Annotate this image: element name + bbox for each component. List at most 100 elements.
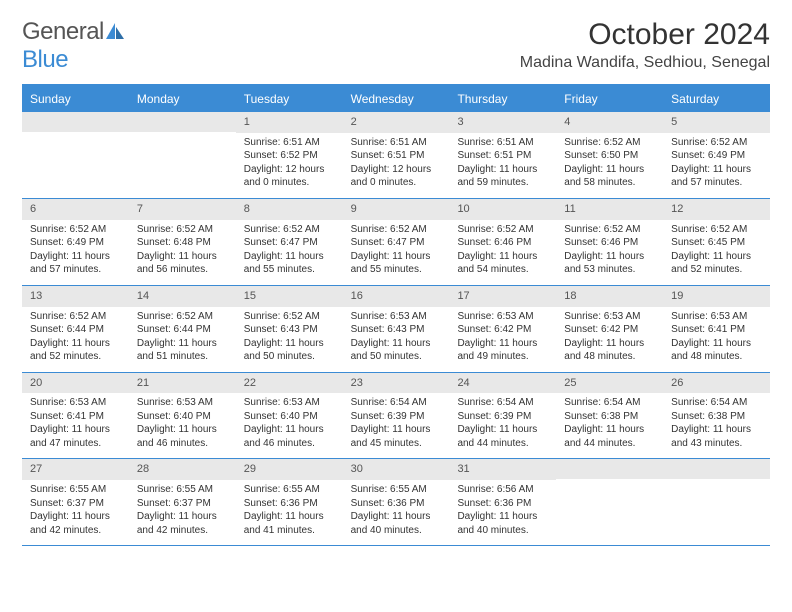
cell-date: 14	[129, 286, 236, 307]
cell-sunrise: Sunrise: 6:55 AM	[137, 483, 228, 497]
cell-body: Sunrise: 6:55 AMSunset: 6:37 PMDaylight:…	[129, 480, 236, 545]
cell-body: Sunrise: 6:52 AMSunset: 6:49 PMDaylight:…	[22, 220, 129, 285]
cell-daylight2: and 58 minutes.	[564, 176, 655, 190]
cell-date: 12	[663, 199, 770, 220]
calendar-cell	[22, 112, 129, 198]
cell-sunset: Sunset: 6:51 PM	[457, 149, 548, 163]
cell-date: 5	[663, 112, 770, 133]
cell-date: 30	[343, 459, 450, 480]
cell-body: Sunrise: 6:52 AMSunset: 6:43 PMDaylight:…	[236, 307, 343, 372]
cell-sunset: Sunset: 6:48 PM	[137, 236, 228, 250]
cell-daylight1: Daylight: 11 hours	[564, 250, 655, 264]
cell-sunrise: Sunrise: 6:55 AM	[30, 483, 121, 497]
cell-sunrise: Sunrise: 6:52 AM	[30, 223, 121, 237]
cell-body: Sunrise: 6:51 AMSunset: 6:51 PMDaylight:…	[343, 133, 450, 198]
cell-date: 31	[449, 459, 556, 480]
cell-sunrise: Sunrise: 6:52 AM	[30, 310, 121, 324]
cell-sunrise: Sunrise: 6:55 AM	[351, 483, 442, 497]
cell-sunrise: Sunrise: 6:51 AM	[351, 136, 442, 150]
cell-date: 24	[449, 373, 556, 394]
calendar-cell: 2Sunrise: 6:51 AMSunset: 6:51 PMDaylight…	[343, 112, 450, 198]
cell-daylight1: Daylight: 11 hours	[137, 250, 228, 264]
cell-sunset: Sunset: 6:44 PM	[30, 323, 121, 337]
calendar-page: GeneralBlue October 2024 Madina Wandifa,…	[0, 0, 792, 564]
cell-body: Sunrise: 6:56 AMSunset: 6:36 PMDaylight:…	[449, 480, 556, 545]
cell-daylight1: Daylight: 11 hours	[457, 423, 548, 437]
calendar-cell: 1Sunrise: 6:51 AMSunset: 6:52 PMDaylight…	[236, 112, 343, 198]
cell-sunrise: Sunrise: 6:53 AM	[30, 396, 121, 410]
cell-daylight1: Daylight: 11 hours	[137, 510, 228, 524]
calendar-cell: 17Sunrise: 6:53 AMSunset: 6:42 PMDayligh…	[449, 286, 556, 372]
cell-daylight2: and 46 minutes.	[244, 437, 335, 451]
cell-daylight2: and 57 minutes.	[30, 263, 121, 277]
cell-date	[129, 112, 236, 132]
cell-sunrise: Sunrise: 6:52 AM	[564, 136, 655, 150]
calendar-cell: 13Sunrise: 6:52 AMSunset: 6:44 PMDayligh…	[22, 286, 129, 372]
cell-sunrise: Sunrise: 6:54 AM	[351, 396, 442, 410]
cell-daylight2: and 49 minutes.	[457, 350, 548, 364]
calendar-cell: 30Sunrise: 6:55 AMSunset: 6:36 PMDayligh…	[343, 459, 450, 545]
cell-daylight1: Daylight: 11 hours	[244, 423, 335, 437]
cell-daylight2: and 40 minutes.	[351, 524, 442, 538]
cell-date	[556, 459, 663, 479]
cell-daylight1: Daylight: 11 hours	[671, 163, 762, 177]
cell-sunrise: Sunrise: 6:53 AM	[244, 396, 335, 410]
cell-date: 8	[236, 199, 343, 220]
cell-daylight2: and 53 minutes.	[564, 263, 655, 277]
cell-sunset: Sunset: 6:52 PM	[244, 149, 335, 163]
cell-sunrise: Sunrise: 6:53 AM	[564, 310, 655, 324]
cell-sunrise: Sunrise: 6:53 AM	[137, 396, 228, 410]
cell-sunset: Sunset: 6:46 PM	[564, 236, 655, 250]
cell-date: 25	[556, 373, 663, 394]
cell-sunset: Sunset: 6:47 PM	[244, 236, 335, 250]
calendar-cell: 8Sunrise: 6:52 AMSunset: 6:47 PMDaylight…	[236, 199, 343, 285]
cell-sunset: Sunset: 6:36 PM	[244, 497, 335, 511]
cell-sunset: Sunset: 6:36 PM	[457, 497, 548, 511]
cell-body: Sunrise: 6:52 AMSunset: 6:45 PMDaylight:…	[663, 220, 770, 285]
calendar-grid: Sunday Monday Tuesday Wednesday Thursday…	[22, 84, 770, 546]
cell-daylight1: Daylight: 11 hours	[564, 163, 655, 177]
cell-sunrise: Sunrise: 6:51 AM	[244, 136, 335, 150]
cell-daylight2: and 57 minutes.	[671, 176, 762, 190]
cell-sunrise: Sunrise: 6:52 AM	[457, 223, 548, 237]
day-header-saturday: Saturday	[663, 86, 770, 112]
cell-body: Sunrise: 6:54 AMSunset: 6:39 PMDaylight:…	[343, 393, 450, 458]
cell-body: Sunrise: 6:52 AMSunset: 6:47 PMDaylight:…	[236, 220, 343, 285]
brand-logo: GeneralBlue	[22, 18, 124, 74]
cell-sunset: Sunset: 6:40 PM	[137, 410, 228, 424]
day-header-friday: Friday	[556, 86, 663, 112]
cell-daylight1: Daylight: 11 hours	[30, 510, 121, 524]
cell-daylight2: and 47 minutes.	[30, 437, 121, 451]
title-block: October 2024 Madina Wandifa, Sedhiou, Se…	[520, 18, 770, 72]
calendar-cell: 12Sunrise: 6:52 AMSunset: 6:45 PMDayligh…	[663, 199, 770, 285]
cell-daylight2: and 52 minutes.	[671, 263, 762, 277]
day-header-monday: Monday	[129, 86, 236, 112]
cell-daylight1: Daylight: 11 hours	[457, 163, 548, 177]
week-row: 20Sunrise: 6:53 AMSunset: 6:41 PMDayligh…	[22, 373, 770, 460]
cell-body: Sunrise: 6:54 AMSunset: 6:38 PMDaylight:…	[663, 393, 770, 458]
cell-sunset: Sunset: 6:49 PM	[30, 236, 121, 250]
calendar-cell: 7Sunrise: 6:52 AMSunset: 6:48 PMDaylight…	[129, 199, 236, 285]
cell-daylight2: and 54 minutes.	[457, 263, 548, 277]
cell-date: 17	[449, 286, 556, 307]
cell-date: 6	[22, 199, 129, 220]
cell-date: 28	[129, 459, 236, 480]
cell-sunset: Sunset: 6:46 PM	[457, 236, 548, 250]
cell-sunset: Sunset: 6:45 PM	[671, 236, 762, 250]
cell-sunset: Sunset: 6:43 PM	[351, 323, 442, 337]
calendar-cell: 14Sunrise: 6:52 AMSunset: 6:44 PMDayligh…	[129, 286, 236, 372]
calendar-cell: 11Sunrise: 6:52 AMSunset: 6:46 PMDayligh…	[556, 199, 663, 285]
calendar-cell: 16Sunrise: 6:53 AMSunset: 6:43 PMDayligh…	[343, 286, 450, 372]
cell-daylight1: Daylight: 11 hours	[457, 337, 548, 351]
cell-sunset: Sunset: 6:37 PM	[30, 497, 121, 511]
cell-daylight1: Daylight: 11 hours	[244, 250, 335, 264]
cell-sunset: Sunset: 6:39 PM	[351, 410, 442, 424]
cell-sunrise: Sunrise: 6:52 AM	[671, 223, 762, 237]
cell-body	[556, 479, 663, 527]
cell-date: 29	[236, 459, 343, 480]
week-row: 13Sunrise: 6:52 AMSunset: 6:44 PMDayligh…	[22, 286, 770, 373]
cell-daylight2: and 52 minutes.	[30, 350, 121, 364]
cell-daylight1: Daylight: 11 hours	[671, 423, 762, 437]
cell-daylight2: and 55 minutes.	[244, 263, 335, 277]
calendar-cell: 27Sunrise: 6:55 AMSunset: 6:37 PMDayligh…	[22, 459, 129, 545]
